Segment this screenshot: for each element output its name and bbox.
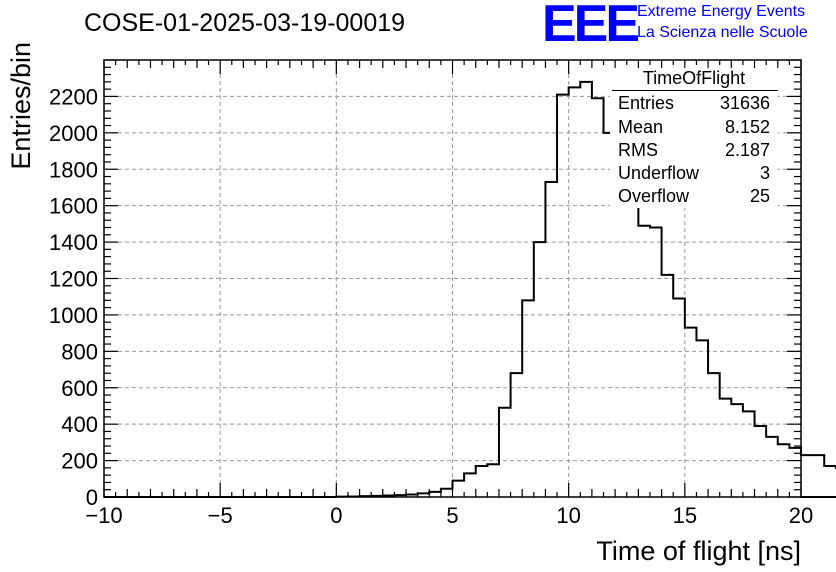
y-tick-label: 800	[61, 339, 98, 364]
histogram-series-time-of-flight	[104, 80, 836, 498]
stat-value: 2.187	[724, 140, 770, 160]
x-tick-label: 0	[330, 503, 342, 528]
plot-title: COSE-01-2025-03-19-00019	[84, 9, 406, 37]
y-tick-label: 600	[61, 376, 98, 401]
stat-label: Overflow	[618, 186, 690, 206]
y-tick-label: 0	[86, 485, 98, 510]
y-tick-label: 1200	[49, 267, 98, 292]
x-tick-label: −5	[208, 503, 233, 528]
stat-label: Underflow	[618, 163, 700, 183]
stats-title: TimeOfFlight	[642, 68, 746, 88]
plot-frame	[103, 59, 802, 498]
y-tick-label: 200	[61, 449, 98, 474]
stat-value: 3	[759, 163, 770, 183]
y-tick-label: 2200	[49, 84, 98, 109]
y-tick-label: 400	[61, 412, 98, 437]
stats-box: TimeOfFlight Entries 31636 Mean 8.152 RM…	[610, 68, 778, 208]
stats-separator	[612, 90, 778, 91]
x-tick-label: 20	[789, 503, 813, 528]
stat-value: 25	[749, 186, 770, 206]
eee-logo: EEE	[542, 0, 640, 53]
y-axis-label: Entries/bin	[6, 42, 36, 170]
logo-caption-line1: Extreme Energy Events	[637, 3, 806, 20]
x-tick-label: −10	[85, 503, 122, 528]
y-tick-label: 1400	[49, 230, 98, 255]
stat-value: 8.152	[724, 117, 770, 137]
y-tick-label: 1800	[49, 157, 98, 182]
logo-caption-line2: La Scienza nelle Scuole	[637, 24, 808, 41]
x-tick-label: 15	[673, 503, 697, 528]
stat-value: 31636	[719, 93, 770, 113]
stat-label: Mean	[618, 117, 664, 137]
x-tick-label: 5	[446, 503, 458, 528]
x-tick-label: 10	[556, 503, 580, 528]
stat-label: RMS	[618, 140, 658, 160]
y-tick-label: 1600	[49, 194, 98, 219]
x-axis-label: Time of flight [ns]	[596, 536, 801, 566]
stat-label: Entries	[618, 93, 675, 113]
y-tick-label: 1000	[49, 303, 98, 328]
x-tick-labels: −10 −5 0 5 10 15 20	[85, 503, 813, 528]
y-tick-label: 2000	[49, 121, 98, 146]
y-tick-labels: 0 200 400 600 800 1000 1200 1400 1600 1800 2000 220…	[49, 84, 98, 510]
